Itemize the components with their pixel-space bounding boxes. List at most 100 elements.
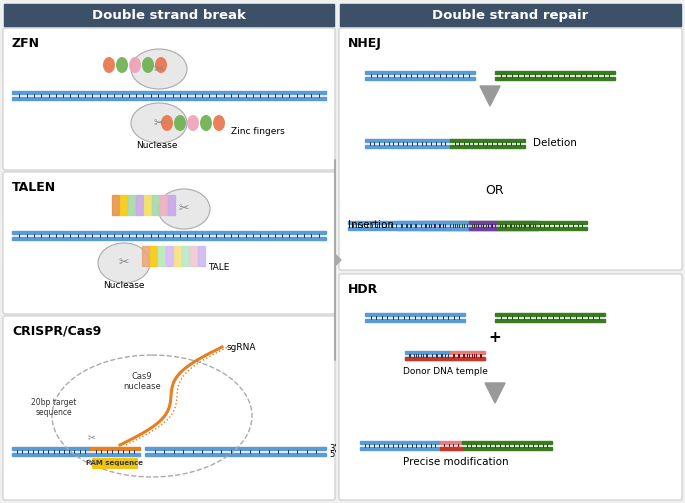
Polygon shape xyxy=(480,86,500,106)
Bar xyxy=(142,246,149,266)
Bar xyxy=(168,195,175,215)
Bar xyxy=(497,227,587,230)
Text: Deletion: Deletion xyxy=(533,138,577,148)
Ellipse shape xyxy=(103,57,115,73)
Bar xyxy=(495,71,615,74)
Bar xyxy=(440,441,462,444)
Text: ✂: ✂ xyxy=(153,62,164,75)
Bar xyxy=(420,221,448,224)
Bar xyxy=(450,351,485,354)
Bar xyxy=(397,227,469,230)
Text: 3': 3' xyxy=(329,444,336,453)
Bar xyxy=(340,4,681,26)
Bar xyxy=(365,145,450,148)
Bar xyxy=(495,313,605,316)
Bar xyxy=(405,351,450,354)
Text: Zinc fingers: Zinc fingers xyxy=(231,126,285,135)
Bar xyxy=(420,227,448,230)
Bar xyxy=(90,447,140,450)
Text: Nuclease: Nuclease xyxy=(103,281,145,290)
Ellipse shape xyxy=(213,115,225,131)
Bar xyxy=(360,441,440,444)
Text: Insertion: Insertion xyxy=(348,220,394,230)
Bar xyxy=(497,221,587,224)
Bar xyxy=(397,221,469,224)
Bar xyxy=(144,195,151,215)
Text: Cas9
nuclease: Cas9 nuclease xyxy=(123,372,161,391)
Text: +: + xyxy=(488,329,501,345)
Bar xyxy=(190,246,197,266)
Bar xyxy=(440,447,462,450)
Ellipse shape xyxy=(155,57,167,73)
Bar xyxy=(469,221,497,224)
Text: NHEJ: NHEJ xyxy=(348,37,382,50)
Bar xyxy=(152,195,159,215)
Text: Double strand break: Double strand break xyxy=(92,9,246,22)
Bar xyxy=(12,91,326,94)
Bar xyxy=(360,447,440,450)
Bar xyxy=(405,357,485,360)
Polygon shape xyxy=(335,254,341,266)
Text: CRISPR/Cas9: CRISPR/Cas9 xyxy=(12,325,101,338)
Text: Nuclease: Nuclease xyxy=(136,141,177,150)
FancyBboxPatch shape xyxy=(339,274,682,500)
Text: ✂: ✂ xyxy=(153,117,164,129)
Text: ✂: ✂ xyxy=(88,432,96,442)
Bar xyxy=(348,227,420,230)
Bar xyxy=(160,195,167,215)
Bar xyxy=(12,237,326,240)
Polygon shape xyxy=(485,383,505,403)
Bar xyxy=(365,139,450,142)
Bar xyxy=(462,441,552,444)
Text: Double strand repair: Double strand repair xyxy=(432,9,588,22)
FancyBboxPatch shape xyxy=(3,316,335,500)
Ellipse shape xyxy=(131,103,187,143)
Text: Precise modification: Precise modification xyxy=(403,457,509,467)
FancyBboxPatch shape xyxy=(92,458,138,469)
Text: PAM sequence: PAM sequence xyxy=(86,461,143,466)
Text: ✂: ✂ xyxy=(119,257,129,270)
Bar xyxy=(448,221,538,224)
Bar xyxy=(182,246,189,266)
Bar xyxy=(12,453,90,456)
Bar xyxy=(405,357,450,360)
Ellipse shape xyxy=(174,115,186,131)
Bar xyxy=(12,231,326,234)
Bar xyxy=(348,221,420,224)
Text: 5': 5' xyxy=(329,450,336,459)
Text: sgRNA: sgRNA xyxy=(227,343,256,352)
Bar xyxy=(365,319,465,322)
Bar xyxy=(158,246,165,266)
Ellipse shape xyxy=(187,115,199,131)
FancyBboxPatch shape xyxy=(3,172,335,314)
Bar xyxy=(469,227,497,230)
Bar xyxy=(365,71,475,74)
Bar xyxy=(145,447,326,450)
Text: 20bp target
sequence: 20bp target sequence xyxy=(32,397,77,417)
Bar xyxy=(128,195,135,215)
Bar xyxy=(12,97,326,100)
Ellipse shape xyxy=(158,189,210,229)
Bar xyxy=(462,447,552,450)
Bar xyxy=(112,195,119,215)
Ellipse shape xyxy=(161,115,173,131)
Ellipse shape xyxy=(129,57,141,73)
Bar xyxy=(440,447,462,450)
Bar xyxy=(450,139,525,142)
Text: ✂: ✂ xyxy=(88,456,96,466)
Bar xyxy=(365,77,475,80)
Bar xyxy=(198,246,205,266)
FancyBboxPatch shape xyxy=(3,28,335,170)
Ellipse shape xyxy=(98,243,150,283)
Text: TALEN: TALEN xyxy=(12,181,56,194)
Ellipse shape xyxy=(200,115,212,131)
Text: ✂: ✂ xyxy=(179,203,189,215)
Ellipse shape xyxy=(142,57,154,73)
Text: OR: OR xyxy=(486,185,504,198)
Bar xyxy=(136,195,143,215)
Text: TALE: TALE xyxy=(208,263,229,272)
Text: Donor DNA temple: Donor DNA temple xyxy=(403,367,488,376)
Bar xyxy=(4,4,334,26)
Bar xyxy=(450,357,485,360)
Ellipse shape xyxy=(131,49,187,89)
